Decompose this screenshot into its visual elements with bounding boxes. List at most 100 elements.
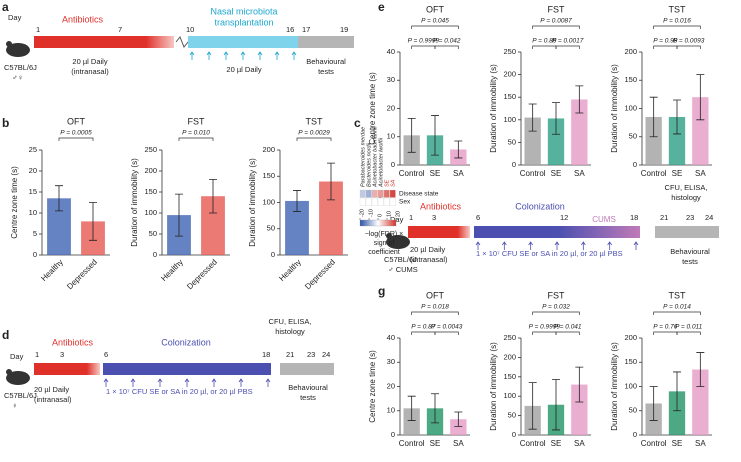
y-tick-label: 150 bbox=[503, 372, 516, 381]
heat-cell bbox=[389, 189, 396, 198]
y-tick-label: 20 bbox=[387, 381, 395, 390]
antibiotics-bar bbox=[408, 226, 470, 238]
p-value: P = 0.042 bbox=[433, 38, 461, 45]
p-value: P = 0.85 bbox=[532, 38, 557, 45]
bar bbox=[692, 97, 709, 165]
error-bar bbox=[528, 382, 537, 430]
cums-label: CUMS bbox=[592, 215, 616, 224]
y-tick-label: 50 bbox=[629, 406, 637, 415]
significance-bracket bbox=[296, 137, 332, 141]
arrow bbox=[554, 241, 560, 250]
day: 12 bbox=[560, 213, 568, 222]
y-tick-label: 250 bbox=[503, 47, 516, 56]
chart-title: FST bbox=[548, 290, 566, 300]
arrow bbox=[291, 51, 297, 60]
x-tick-label: Healthy bbox=[159, 258, 185, 284]
y-tick-label: 200 bbox=[503, 352, 516, 361]
arrow bbox=[265, 378, 271, 387]
colonization-bar bbox=[103, 363, 271, 375]
dose: 20 µl Daily bbox=[72, 57, 107, 66]
panel-label: a bbox=[2, 0, 9, 14]
y-tick-label: 200 bbox=[262, 145, 275, 154]
significance-bracket bbox=[653, 45, 678, 49]
nmt-label: transplantation bbox=[214, 17, 273, 27]
bar bbox=[571, 384, 588, 435]
chart-title: OFT bbox=[426, 4, 444, 14]
colorbar-label: sign of bbox=[374, 240, 395, 247]
chart-title: OFT bbox=[67, 116, 85, 126]
p-value: P = 0.0029 bbox=[298, 130, 330, 137]
y-axis-label: Duration of immobility (s) bbox=[489, 342, 498, 431]
arrow bbox=[581, 241, 586, 250]
y-tick-label: 200 bbox=[144, 166, 157, 175]
day: 6 bbox=[476, 213, 480, 222]
y-axis-label: Centre zone time (s) bbox=[368, 350, 377, 423]
y-tick-label: 150 bbox=[144, 187, 157, 196]
arrow bbox=[238, 378, 244, 387]
row-label: Sex bbox=[399, 199, 411, 206]
bar bbox=[524, 117, 541, 165]
dose: (intranasal) bbox=[34, 395, 72, 404]
arrow bbox=[502, 241, 507, 250]
y-axis-label: Duration of immobility (s) bbox=[610, 342, 619, 431]
x-tick-label: Depressed bbox=[65, 258, 99, 292]
heat-cell bbox=[383, 189, 390, 198]
y-tick-label: 250 bbox=[503, 333, 516, 342]
chart-title: TST bbox=[306, 116, 324, 126]
heat-cell bbox=[383, 197, 390, 206]
dose: 20 µl Daily bbox=[410, 245, 445, 254]
error-bar bbox=[552, 102, 560, 135]
day: 18 bbox=[630, 213, 638, 222]
day: 7 bbox=[118, 25, 122, 34]
x-tick-label: Healthy bbox=[277, 258, 303, 284]
y-tick-label: 150 bbox=[624, 75, 637, 84]
arrow bbox=[274, 51, 280, 60]
y-tick-label: 0 bbox=[512, 160, 516, 169]
arrow bbox=[257, 51, 263, 60]
error-bar bbox=[575, 366, 584, 403]
x-tick-label: Depressed bbox=[303, 258, 337, 292]
mouse-icon bbox=[6, 371, 30, 385]
x-tick-label: Control bbox=[399, 439, 425, 448]
mouse-icon bbox=[6, 43, 30, 57]
heat-cell bbox=[359, 197, 366, 206]
endpoint: histology bbox=[275, 327, 305, 336]
y-axis-label: Centre zone time (s) bbox=[10, 166, 19, 239]
y-tick-label: 0 bbox=[153, 250, 157, 259]
arrow bbox=[240, 51, 246, 60]
y-tick-label: 0 bbox=[633, 160, 637, 169]
endpoint: CFU, ELISA, bbox=[665, 183, 708, 192]
day: 24 bbox=[322, 350, 330, 359]
x-tick-label: SA bbox=[574, 439, 585, 448]
y-tick-label: 0 bbox=[33, 250, 37, 259]
p-value: P = 0.045 bbox=[421, 18, 449, 25]
column-label: SA bbox=[390, 179, 396, 187]
antibiotics-label: Antibiotics bbox=[420, 201, 462, 211]
y-tick-label: 150 bbox=[262, 171, 275, 180]
error-bar bbox=[673, 371, 681, 412]
column-label: Acinetobacter lwoffii bbox=[378, 137, 384, 188]
p-value: P = 0.76 bbox=[653, 324, 678, 331]
arrow bbox=[528, 241, 533, 250]
x-tick-label: SA bbox=[574, 169, 585, 178]
day: 3 bbox=[60, 350, 64, 359]
y-tick-label: 10 bbox=[387, 132, 395, 141]
error-bar bbox=[649, 386, 658, 421]
mouse-icon bbox=[386, 235, 410, 249]
y-tick-label: 200 bbox=[624, 47, 637, 56]
y-tick-label: 200 bbox=[503, 70, 516, 79]
significance-bracket bbox=[178, 137, 214, 141]
colorbar-tick-label: -10 bbox=[368, 209, 374, 217]
day: 24 bbox=[705, 213, 713, 222]
error-bar bbox=[431, 393, 439, 424]
chart-title: TST bbox=[669, 290, 687, 300]
bar bbox=[645, 116, 662, 165]
colorbar-tick-label: 0 bbox=[377, 214, 383, 217]
column-label: Acinetobacter baumannii bbox=[372, 126, 378, 188]
day: 23 bbox=[686, 213, 694, 222]
x-tick-label: SE bbox=[430, 169, 441, 178]
chart-title: FST bbox=[548, 4, 566, 14]
dose: (intranasal) bbox=[410, 255, 448, 264]
day-label: Day bbox=[8, 13, 22, 22]
arrow bbox=[211, 378, 217, 387]
